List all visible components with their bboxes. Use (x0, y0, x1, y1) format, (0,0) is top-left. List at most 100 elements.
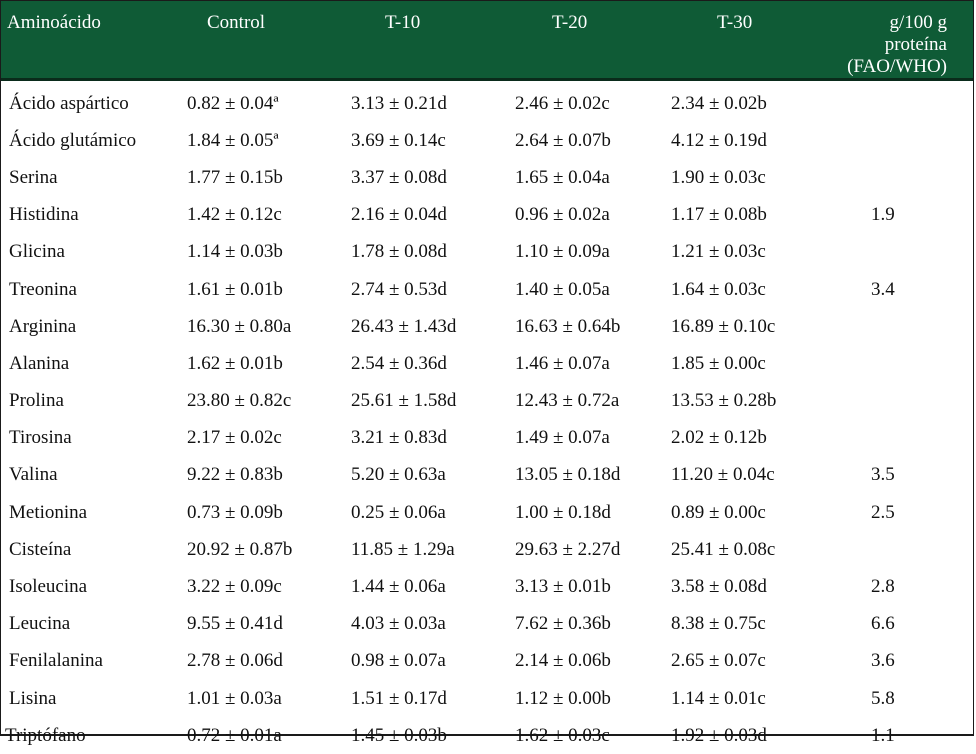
cell-aminoacid: Triptófano (1, 717, 167, 754)
cell-t10: 3.69 ± 0.14c (331, 122, 495, 159)
header-reference: g/100 g proteína (FAO/WHO) (823, 1, 973, 80)
cell-t10: 4.03 ± 0.03a (331, 606, 495, 643)
cell-t10: 3.37 ± 0.08d (331, 159, 495, 196)
header-row: Aminoácido Control T-10 T-20 T-30 g/100 … (1, 1, 973, 80)
cell-control: 1.42 ± 0.12c (167, 197, 331, 234)
cell-aminoacid: Cisteína (1, 531, 167, 568)
cell-t20: 13.05 ± 0.18d (495, 457, 659, 494)
header-t30: T-30 (659, 1, 823, 80)
cell-t30: 8.38 ± 0.75c (659, 606, 823, 643)
cell-reference: 5.8 (823, 680, 973, 717)
cell-t30: 2.34 ± 0.02b (659, 80, 823, 123)
cell-t10: 25.61 ± 1.58d (331, 383, 495, 420)
cell-control: 16.30 ± 0.80a (167, 308, 331, 345)
cell-reference (823, 345, 973, 382)
cell-t30: 1.85 ± 0.00c (659, 345, 823, 382)
cell-control: 1.77 ± 0.15b (167, 159, 331, 196)
cell-t30: 1.64 ± 0.03c (659, 271, 823, 308)
cell-control: 0.72 ± 0.01a (167, 717, 331, 754)
cell-reference (823, 383, 973, 420)
cell-control: 2.17 ± 0.02c (167, 420, 331, 457)
cell-t10: 0.25 ± 0.06a (331, 494, 495, 531)
cell-t30: 1.21 ± 0.03c (659, 234, 823, 271)
cell-t10: 3.13 ± 0.21d (331, 80, 495, 123)
cell-t20: 16.63 ± 0.64b (495, 308, 659, 345)
cell-reference: 2.5 (823, 494, 973, 531)
cell-aminoacid: Tirosina (1, 420, 167, 457)
cell-t10: 2.74 ± 0.53d (331, 271, 495, 308)
cell-t20: 2.46 ± 0.02c (495, 80, 659, 123)
cell-aminoacid: Ácido aspártico (1, 80, 167, 123)
cell-t30: 1.14 ± 0.01c (659, 680, 823, 717)
cell-t30: 4.12 ± 0.19d (659, 122, 823, 159)
cell-t10: 1.44 ± 0.06a (331, 568, 495, 605)
cell-t20: 0.96 ± 0.02a (495, 197, 659, 234)
cell-t10: 26.43 ± 1.43d (331, 308, 495, 345)
cell-t20: 1.40 ± 0.05a (495, 271, 659, 308)
cell-reference (823, 122, 973, 159)
cell-t10: 3.21 ± 0.83d (331, 420, 495, 457)
amino-acid-table-container: Aminoácido Control T-10 T-20 T-30 g/100 … (0, 0, 974, 736)
cell-t30: 25.41 ± 0.08c (659, 531, 823, 568)
cell-control: 0.82 ± 0.04ª (167, 80, 331, 123)
cell-t30: 2.02 ± 0.12b (659, 420, 823, 457)
cell-t20: 2.64 ± 0.07b (495, 122, 659, 159)
cell-reference: 6.6 (823, 606, 973, 643)
cell-t20: 12.43 ± 0.72a (495, 383, 659, 420)
cell-aminoacid: Serina (1, 159, 167, 196)
cell-t30: 0.89 ± 0.00c (659, 494, 823, 531)
cell-t20: 1.00 ± 0.18d (495, 494, 659, 531)
cell-aminoacid: Treonina (1, 271, 167, 308)
header-t20: T-20 (495, 1, 659, 80)
header-reference-line1: g/100 g proteína (823, 12, 947, 56)
cell-control: 23.80 ± 0.82c (167, 383, 331, 420)
cell-control: 3.22 ± 0.09c (167, 568, 331, 605)
cell-t10: 1.51 ± 0.17d (331, 680, 495, 717)
cell-t10: 11.85 ± 1.29a (331, 531, 495, 568)
cell-t30: 2.65 ± 0.07c (659, 643, 823, 680)
cell-aminoacid: Ácido glutámico (1, 122, 167, 159)
cell-t10: 0.98 ± 0.07a (331, 643, 495, 680)
cell-t30: 1.90 ± 0.03c (659, 159, 823, 196)
cell-control: 2.78 ± 0.06d (167, 643, 331, 680)
cell-reference: 3.6 (823, 643, 973, 680)
header-reference-line2: (FAO/WHO) (823, 56, 947, 78)
cell-aminoacid: Fenilalanina (1, 643, 167, 680)
cell-control: 20.92 ± 0.87b (167, 531, 331, 568)
cell-aminoacid: Isoleucina (1, 568, 167, 605)
cell-aminoacid: Leucina (1, 606, 167, 643)
cell-aminoacid: Lisina (1, 680, 167, 717)
cell-t20: 1.10 ± 0.09a (495, 234, 659, 271)
cell-aminoacid: Alanina (1, 345, 167, 382)
cell-reference: 2.8 (823, 568, 973, 605)
cell-aminoacid: Glicina (1, 234, 167, 271)
cell-reference (823, 159, 973, 196)
header-control: Control (167, 1, 331, 80)
cell-aminoacid: Arginina (1, 308, 167, 345)
cell-control: 1.84 ± 0.05ª (167, 122, 331, 159)
cell-control: 0.73 ± 0.09b (167, 494, 331, 531)
cell-t10: 1.45 ± 0.03b (331, 717, 495, 754)
cell-control: 1.62 ± 0.01b (167, 345, 331, 382)
cell-control: 1.61 ± 0.01b (167, 271, 331, 308)
header-aminoacid: Aminoácido (1, 1, 167, 80)
cell-aminoacid: Histidina (1, 197, 167, 234)
cell-t20: 29.63 ± 2.27d (495, 531, 659, 568)
cell-t20: 3.13 ± 0.01b (495, 568, 659, 605)
cell-t30: 1.17 ± 0.08b (659, 197, 823, 234)
cell-t30: 1.92 ± 0.03d (659, 717, 823, 754)
cell-t20: 2.14 ± 0.06b (495, 643, 659, 680)
